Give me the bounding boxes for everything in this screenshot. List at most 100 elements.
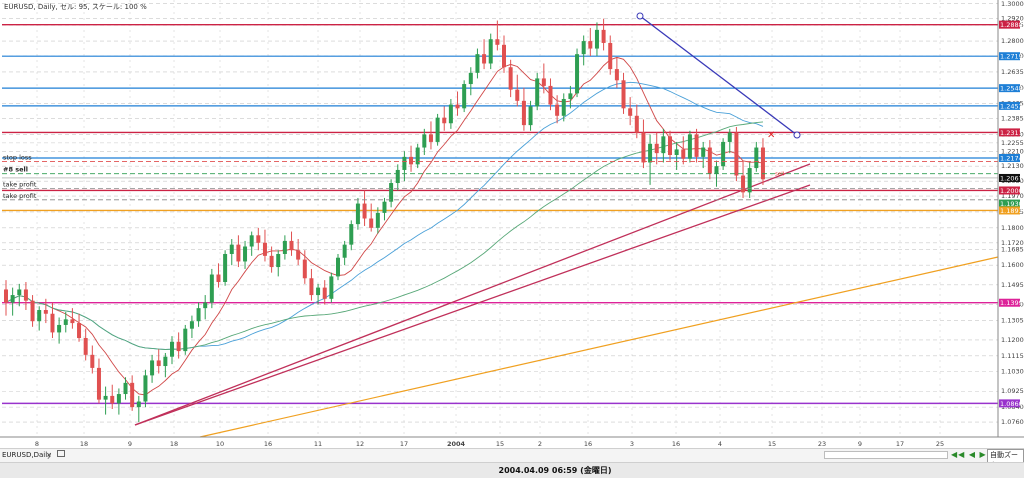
time-tick-14: 16 — [672, 440, 680, 448]
price-label-bg-5 — [999, 153, 1020, 162]
candle-48 — [322, 280, 327, 305]
price-tick-17: 1.1720 — [1001, 239, 1024, 247]
candle-body-93 — [621, 80, 626, 109]
time-tick-17: 23 — [818, 440, 826, 448]
time-tick-5: 16 — [264, 440, 272, 448]
candle-89 — [594, 22, 599, 57]
candle-body-50 — [336, 257, 340, 277]
candle-2 — [17, 283, 22, 307]
candle-91 — [608, 35, 613, 75]
candle-36 — [243, 240, 248, 269]
candle-body-86 — [575, 54, 580, 94]
price-label-bg-4 — [999, 128, 1020, 137]
candle-body-101 — [674, 149, 679, 156]
candle-body-91 — [608, 42, 613, 70]
candle-body-64 — [428, 134, 433, 142]
price-label-5: 1.2174 — [1000, 154, 1023, 162]
candle-body-82 — [548, 85, 553, 105]
close-icon[interactable]: × — [46, 451, 52, 459]
candle-body-24 — [163, 356, 168, 367]
price-label-bg-0 — [999, 20, 1020, 29]
candle-body-114 — [760, 147, 765, 180]
candle-64 — [428, 121, 433, 150]
candle-body-75 — [502, 44, 506, 68]
candle-body-106 — [707, 147, 712, 174]
candle-60 — [402, 151, 407, 182]
candle-body-47 — [316, 287, 321, 296]
chart-scrollbar[interactable] — [824, 451, 948, 459]
candle-body-55 — [369, 218, 374, 228]
candle-body-70 — [468, 72, 473, 85]
candle-90 — [601, 18, 606, 51]
candle-70 — [468, 67, 473, 96]
time-axis[interactable]: 8 18 9 18 10 16 11 12 17 2004 15 2 16 3 16 4 15 23 9 17 25 — [0, 436, 1024, 448]
candle-103 — [687, 130, 692, 163]
candle-104 — [694, 128, 699, 163]
candle-body-97 — [648, 143, 653, 163]
chart-nav-buttons[interactable]: ◀◀ ◀ ▶ ▶▶ — [951, 450, 1005, 459]
candle-108 — [721, 138, 726, 170]
candle-110 — [734, 126, 739, 182]
time-tick-10: 15 — [496, 440, 504, 448]
price-label-bg-11 — [999, 399, 1020, 408]
candle-body-46 — [309, 278, 314, 296]
candle-105 — [701, 141, 706, 169]
candle-body-87 — [581, 41, 586, 55]
status-time: 2004.04.09 06:59 (金曜日) — [498, 466, 612, 475]
candle-body-81 — [541, 78, 546, 86]
price-tick-11: 1.2210 — [1001, 147, 1024, 155]
candle-body-76 — [508, 67, 513, 90]
price-tick-8: 1.2385 — [1001, 115, 1024, 123]
candle-66 — [442, 106, 447, 131]
candle-39 — [262, 229, 267, 262]
candle-29 — [196, 302, 201, 327]
candle-body-110 — [734, 132, 739, 176]
candle-85 — [568, 85, 573, 109]
candle-body-49 — [329, 276, 334, 299]
candle-body-100 — [668, 136, 672, 156]
time-tick-18: 9 — [858, 440, 862, 448]
candle-body-96 — [641, 132, 646, 163]
candle-body-65 — [435, 117, 440, 142]
candle-body-62 — [415, 147, 420, 165]
candle-17 — [116, 388, 121, 415]
candle-body-19 — [130, 382, 135, 408]
candle-body-69 — [462, 84, 467, 109]
candle-body-33 — [223, 253, 228, 282]
candle-111 — [741, 160, 746, 198]
candle-body-58 — [389, 183, 394, 202]
candle-25 — [170, 336, 174, 365]
candle-71 — [475, 48, 480, 79]
candle-body-17 — [116, 394, 121, 404]
candle-109 — [727, 128, 732, 154]
tab-eurusd-daily[interactable]: EURUSD,Daily — [2, 451, 52, 459]
candle-101 — [674, 141, 679, 170]
candle-83 — [555, 95, 560, 124]
price-tick-20: 1.1495 — [1001, 281, 1024, 289]
trendlines[interactable] — [134, 12, 999, 438]
price-label-4: 1.2311 — [1000, 129, 1023, 137]
price-tick-18: 1.1685 — [1001, 245, 1024, 253]
price-tick-23: 1.1200 — [1001, 336, 1024, 344]
candle-body-60 — [402, 156, 407, 170]
candle-33 — [223, 250, 228, 286]
candle-body-83 — [555, 104, 560, 116]
price-tick-22: 1.1305 — [1001, 316, 1024, 324]
candle-body-29 — [196, 308, 201, 322]
candle-body-6 — [43, 310, 48, 314]
candle-74 — [495, 20, 500, 51]
candle-20 — [136, 395, 141, 423]
price-label-1: 1.2719 — [1000, 53, 1023, 61]
window-icon[interactable] — [57, 450, 65, 457]
candle-77 — [515, 74, 520, 107]
time-tick-1: 18 — [80, 440, 88, 448]
candle-body-107 — [714, 166, 719, 174]
candle-body-43 — [289, 240, 294, 251]
candle-14 — [96, 358, 101, 404]
candle-10 — [70, 308, 75, 329]
price-tick-12: 1.2130 — [1001, 162, 1024, 170]
order-markers[interactable]: stop loss #8 sell take profit take profit ✕ s… — [2, 130, 998, 201]
candle-54 — [362, 190, 367, 226]
